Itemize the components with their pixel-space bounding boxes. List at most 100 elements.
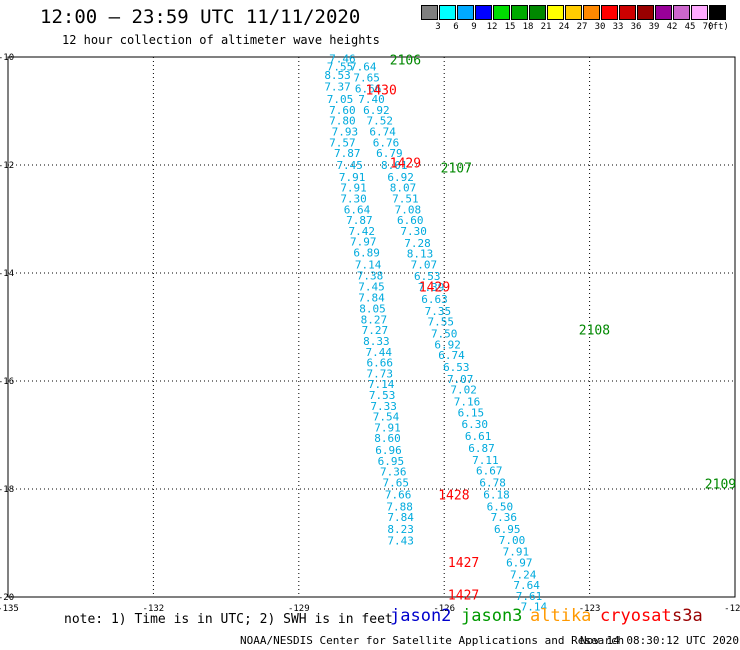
swh-value: 7.16 — [454, 396, 481, 409]
legend-label: 3 — [435, 22, 441, 32]
swh-value: 8.05 — [359, 303, 386, 316]
swh-value: 7.87 — [346, 214, 373, 227]
legend-swatch — [421, 5, 438, 20]
swh-value: 7.36 — [491, 511, 518, 524]
satellite-cryosat: cryosat — [600, 606, 672, 626]
x-tick-label: -129 — [288, 604, 310, 614]
swh-value: 6.74 — [369, 126, 396, 139]
x-tick-label: -126 — [433, 604, 455, 614]
swh-value: 7.91 — [339, 171, 366, 184]
swh-value: 7.80 — [329, 115, 356, 128]
time-label: 1427 — [448, 588, 479, 603]
swh-value: 6.64 — [344, 203, 371, 216]
swh-value: 6.74 — [438, 349, 465, 362]
swh-value: 8.27 — [361, 313, 388, 326]
swh-value: 6.78 — [479, 477, 506, 490]
swh-value: 6.15 — [458, 406, 485, 419]
swh-value: 6.95 — [378, 455, 405, 468]
swh-value: 6.18 — [483, 488, 510, 501]
swh-value: 7.84 — [387, 511, 414, 524]
x-tick-label: -123 — [579, 604, 601, 614]
note-text: note: 1) Time is in UTC; 2) SWH is in fe… — [64, 612, 393, 627]
swh-value: 7.14 — [521, 601, 548, 614]
time-label: 1430 — [366, 83, 397, 98]
map-title: 12:00 – 23:59 UTC 11/11/2020 — [40, 6, 361, 28]
swh-value: 7.43 — [387, 534, 414, 547]
swh-value: 6.92 — [363, 104, 390, 117]
legend-swatch — [547, 5, 564, 20]
swh-value: 7.44 — [366, 346, 393, 359]
y-tick-label: -16 — [0, 377, 14, 387]
y-tick-label: -12 — [0, 161, 14, 171]
legend-swatch — [529, 5, 546, 20]
legend-swatch — [673, 5, 690, 20]
swh-value: 6.63 — [421, 293, 448, 306]
swh-value: 7.84 — [358, 291, 385, 304]
y-tick-label: -14 — [0, 269, 14, 279]
swh-value: 6.96 — [375, 444, 402, 457]
swh-value: 7.07 — [411, 258, 438, 271]
x-tick-label: -132 — [143, 604, 165, 614]
swh-value: 6.92 — [387, 171, 414, 184]
footer-timestamp: Nov 14 08:30:12 UTC 2020 — [580, 634, 739, 647]
swh-value: 7.24 — [510, 568, 537, 581]
swh-value: 7.64 — [350, 61, 377, 74]
legend-swatch — [709, 5, 726, 20]
legend-label: 33 — [612, 22, 624, 32]
legend-label: 27 — [576, 22, 588, 32]
legend-swatch — [439, 5, 456, 20]
swh-value: 7.57 — [329, 136, 356, 149]
legend-swatch — [619, 5, 636, 20]
swh-value: 7.65 — [353, 72, 380, 85]
map-frame — [7, 56, 736, 598]
legend-swatch — [493, 5, 510, 20]
time-label: 1428 — [438, 488, 469, 503]
swh-value: 7.61 — [516, 590, 543, 603]
swh-value: 7.07 — [447, 373, 474, 386]
time-label: 1429 — [419, 281, 450, 296]
swh-value: 6.92 — [434, 338, 461, 351]
time-label: 1427 — [448, 556, 479, 571]
swh-value: 7.93 — [332, 126, 359, 139]
track-a: 7.467.558.537.377.057.607.807.937.577.87… — [324, 53, 414, 548]
swh-value: 6.53 — [443, 361, 470, 374]
swh-value: 7.14 — [355, 258, 382, 271]
y-tick-label: -18 — [0, 485, 14, 495]
swh-value: 7.27 — [362, 324, 389, 337]
legend-label: 24 — [558, 22, 570, 32]
swh-value: 7.40 — [358, 93, 385, 106]
swh-value: 7.39 — [418, 281, 445, 294]
swh-value: 7.97 — [350, 236, 377, 249]
x-tick-label: -135 — [0, 604, 19, 614]
satellite-altika: altika — [530, 606, 592, 626]
swh-value: 7.33 — [370, 400, 397, 413]
swh-value: 7.50 — [431, 327, 458, 340]
legend-unit: (ft) — [707, 22, 729, 32]
swh-value: 6.66 — [355, 82, 382, 95]
swh-value: 7.28 — [404, 237, 431, 250]
legend-label: 15 — [504, 22, 516, 32]
swh-value: 7.87 — [334, 147, 361, 160]
swh-value: 7.42 — [349, 225, 376, 238]
y-tick-label: -10 — [0, 53, 14, 63]
legend-label: 36 — [630, 22, 642, 32]
time-label: 2106 — [390, 54, 421, 69]
swh-value: 6.76 — [373, 136, 400, 149]
swh-value: 6.79 — [376, 147, 403, 160]
legend-swatch — [601, 5, 618, 20]
swh-value: 7.38 — [357, 270, 384, 283]
swh-value: 7.35 — [425, 305, 452, 318]
swh-value: 6.95 — [494, 523, 521, 536]
swh-value: 7.37 — [324, 81, 351, 94]
axis-tick-labels: -135 -132 -129 -126 -123 -120 -10 -12 -14 -16 -18 -… — [0, 53, 740, 614]
x-tick-label: -120 — [724, 604, 740, 614]
swh-value: 7.36 — [380, 466, 407, 479]
swh-value: 6.60 — [397, 214, 424, 227]
swh-value: 8.23 — [387, 523, 414, 536]
legend-label: 30 — [594, 22, 606, 32]
swh-value: 7.91 — [340, 182, 367, 195]
swh-value: 8.60 — [374, 432, 401, 445]
time-label: 2108 — [579, 324, 610, 339]
legend-swatch — [637, 5, 654, 20]
track-b: 7.647.656.667.406.927.526.746.766.798.01… — [350, 61, 547, 614]
